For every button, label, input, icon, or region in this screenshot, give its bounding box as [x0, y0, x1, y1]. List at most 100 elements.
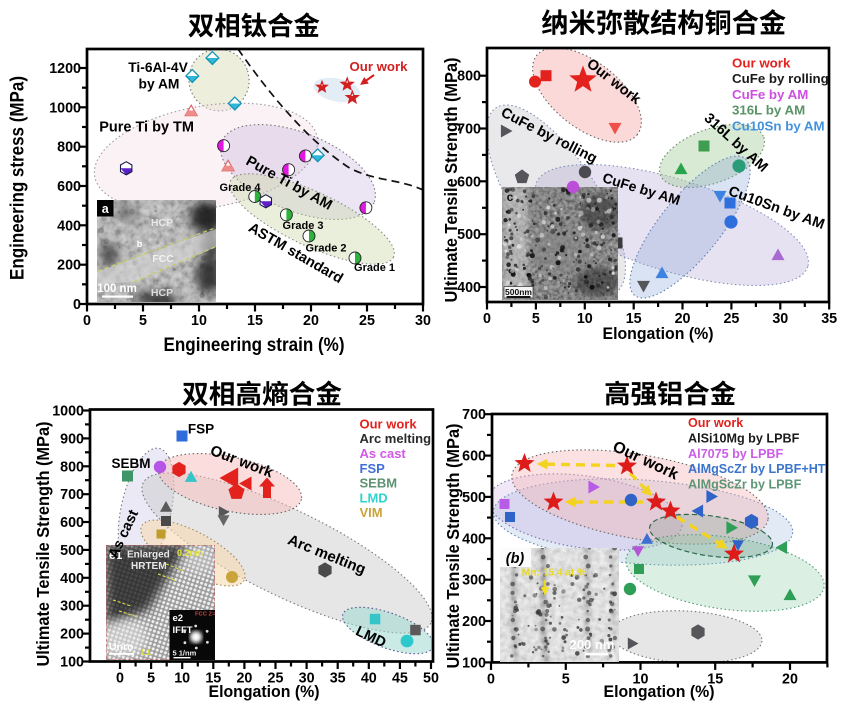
svg-text:0: 0	[83, 313, 91, 329]
svg-text:5: 5	[562, 671, 570, 687]
svg-text:Grade 4: Grade 4	[220, 182, 262, 194]
svg-text:15: 15	[247, 313, 263, 329]
svg-text:FSP: FSP	[188, 422, 214, 437]
svg-text:AlMgScZr by LPBF: AlMgScZr by LPBF	[688, 478, 802, 492]
svg-text:by AM: by AM	[139, 76, 180, 91]
svg-text:500: 500	[60, 543, 84, 559]
svg-text:300: 300	[60, 599, 84, 615]
svg-text:e1: e1	[109, 548, 123, 562]
svg-text:500nm: 500nm	[505, 287, 532, 297]
svg-text:c: c	[507, 190, 514, 204]
svg-text:Our work: Our work	[350, 59, 409, 74]
svg-text:400: 400	[462, 531, 486, 547]
svg-text:Elongation (%): Elongation (%)	[209, 682, 320, 701]
svg-text:5: 5	[532, 311, 540, 327]
svg-text:316L by AM: 316L by AM	[732, 103, 805, 118]
svg-text:20: 20	[303, 313, 319, 329]
svg-text:30: 30	[415, 313, 431, 329]
svg-text:Our work: Our work	[360, 416, 418, 431]
svg-text:15: 15	[707, 671, 723, 687]
svg-text:FCC: FCC	[152, 253, 174, 265]
svg-text:5 1/nm: 5 1/nm	[173, 649, 197, 658]
svg-text:AlSi10Mg by LPBF: AlSi10Mg by LPBF	[688, 431, 800, 445]
svg-text:AlMgScZr by LPBF+HT: AlMgScZr by LPBF+HT	[688, 462, 826, 476]
svg-text:Engineering stress (MPa): Engineering stress (MPa)	[8, 76, 29, 280]
svg-text:400: 400	[57, 218, 81, 234]
svg-text:20: 20	[782, 671, 798, 687]
svg-text:700: 700	[60, 487, 84, 503]
svg-text:900: 900	[60, 431, 84, 447]
svg-text:200: 200	[60, 627, 84, 643]
svg-text:30: 30	[772, 311, 788, 327]
svg-text:Grade 3: Grade 3	[283, 220, 324, 232]
svg-text:1000: 1000	[52, 403, 84, 419]
svg-text:HCP: HCP	[151, 217, 173, 229]
svg-text:b: b	[137, 239, 143, 249]
svg-text:5: 5	[147, 671, 155, 687]
svg-text:10: 10	[633, 671, 649, 687]
svg-text:Grade 1: Grade 1	[354, 262, 395, 274]
svg-text:HCP: HCP	[151, 287, 173, 299]
svg-text:SEBM: SEBM	[360, 476, 398, 491]
svg-text:15: 15	[205, 671, 221, 687]
svg-text:Cu10Sn by AM: Cu10Sn by AM	[732, 118, 825, 133]
svg-text:500: 500	[462, 490, 486, 506]
svg-text:Unro: Unro	[109, 641, 134, 653]
svg-text:1200: 1200	[49, 61, 81, 77]
svg-text:10: 10	[191, 313, 207, 329]
svg-text:0: 0	[116, 671, 124, 687]
svg-text:400: 400	[60, 571, 84, 587]
svg-text:15: 15	[626, 311, 642, 327]
svg-text:800: 800	[457, 69, 481, 85]
svg-text:Pure Ti by TM: Pure Ti by TM	[99, 120, 194, 136]
svg-text:0: 0	[483, 311, 491, 327]
svg-text:200 nm: 200 nm	[570, 637, 615, 652]
svg-text:40: 40	[361, 671, 377, 687]
svg-text:700: 700	[457, 122, 481, 138]
svg-text:e2: e2	[173, 613, 184, 624]
svg-text:500: 500	[457, 227, 481, 243]
svg-text:Elongation (%): Elongation (%)	[604, 682, 715, 701]
svg-text:As cast: As cast	[360, 446, 407, 461]
svg-text:CuFe by AM: CuFe by AM	[732, 87, 808, 102]
svg-text:L1: L1	[141, 647, 151, 657]
svg-text:CuFe by rolling: CuFe by rolling	[732, 71, 829, 86]
svg-text:0: 0	[487, 671, 495, 687]
svg-text:1000: 1000	[49, 100, 81, 116]
svg-text:400: 400	[457, 280, 481, 296]
svg-text:Mn: 15.4 at.%: Mn: 15.4 at.%	[522, 568, 587, 579]
svg-text:FSP: FSP	[360, 461, 386, 476]
svg-text:300: 300	[462, 573, 486, 589]
svg-text:Our work: Our work	[732, 56, 791, 71]
svg-text:600: 600	[462, 449, 486, 465]
svg-text:LMD: LMD	[360, 490, 388, 505]
svg-text:0: 0	[73, 297, 81, 313]
svg-text:Ultimate Tensile Strength (MPa: Ultimate Tensile Strength (MPa)	[33, 422, 53, 667]
svg-text:600: 600	[60, 515, 84, 531]
svg-text:20: 20	[675, 311, 691, 327]
svg-text:50: 50	[423, 671, 439, 687]
svg-text:Arc melting: Arc melting	[360, 431, 432, 446]
svg-text:600: 600	[57, 179, 81, 195]
svg-text:Ultimate Tensile Strength (MPa: Ultimate Tensile Strength (MPa)	[441, 58, 461, 303]
svg-text:(b): (b)	[506, 551, 525, 567]
svg-text:IFFT: IFFT	[173, 625, 193, 636]
svg-text:45: 45	[392, 671, 408, 687]
svg-text:Our work: Our work	[688, 416, 744, 430]
svg-text:800: 800	[57, 140, 81, 156]
svg-text:25: 25	[359, 313, 375, 329]
svg-text:Grade 2: Grade 2	[306, 243, 347, 255]
svg-text:10: 10	[577, 311, 593, 327]
svg-text:600: 600	[457, 174, 481, 190]
svg-text:35: 35	[821, 311, 837, 327]
svg-text:20: 20	[236, 671, 252, 687]
svg-text:Elongation (%): Elongation (%)	[603, 324, 714, 343]
svg-text:VIM: VIM	[360, 505, 383, 520]
svg-text:700: 700	[462, 407, 486, 423]
svg-text:FCC Z=[011]: FCC Z=[011]	[195, 612, 229, 618]
svg-text:a: a	[102, 202, 110, 216]
svg-text:100: 100	[60, 655, 84, 671]
svg-text:5: 5	[139, 313, 147, 329]
svg-text:Al7075 by LPBF: Al7075 by LPBF	[688, 447, 783, 461]
svg-text:200: 200	[57, 258, 81, 274]
